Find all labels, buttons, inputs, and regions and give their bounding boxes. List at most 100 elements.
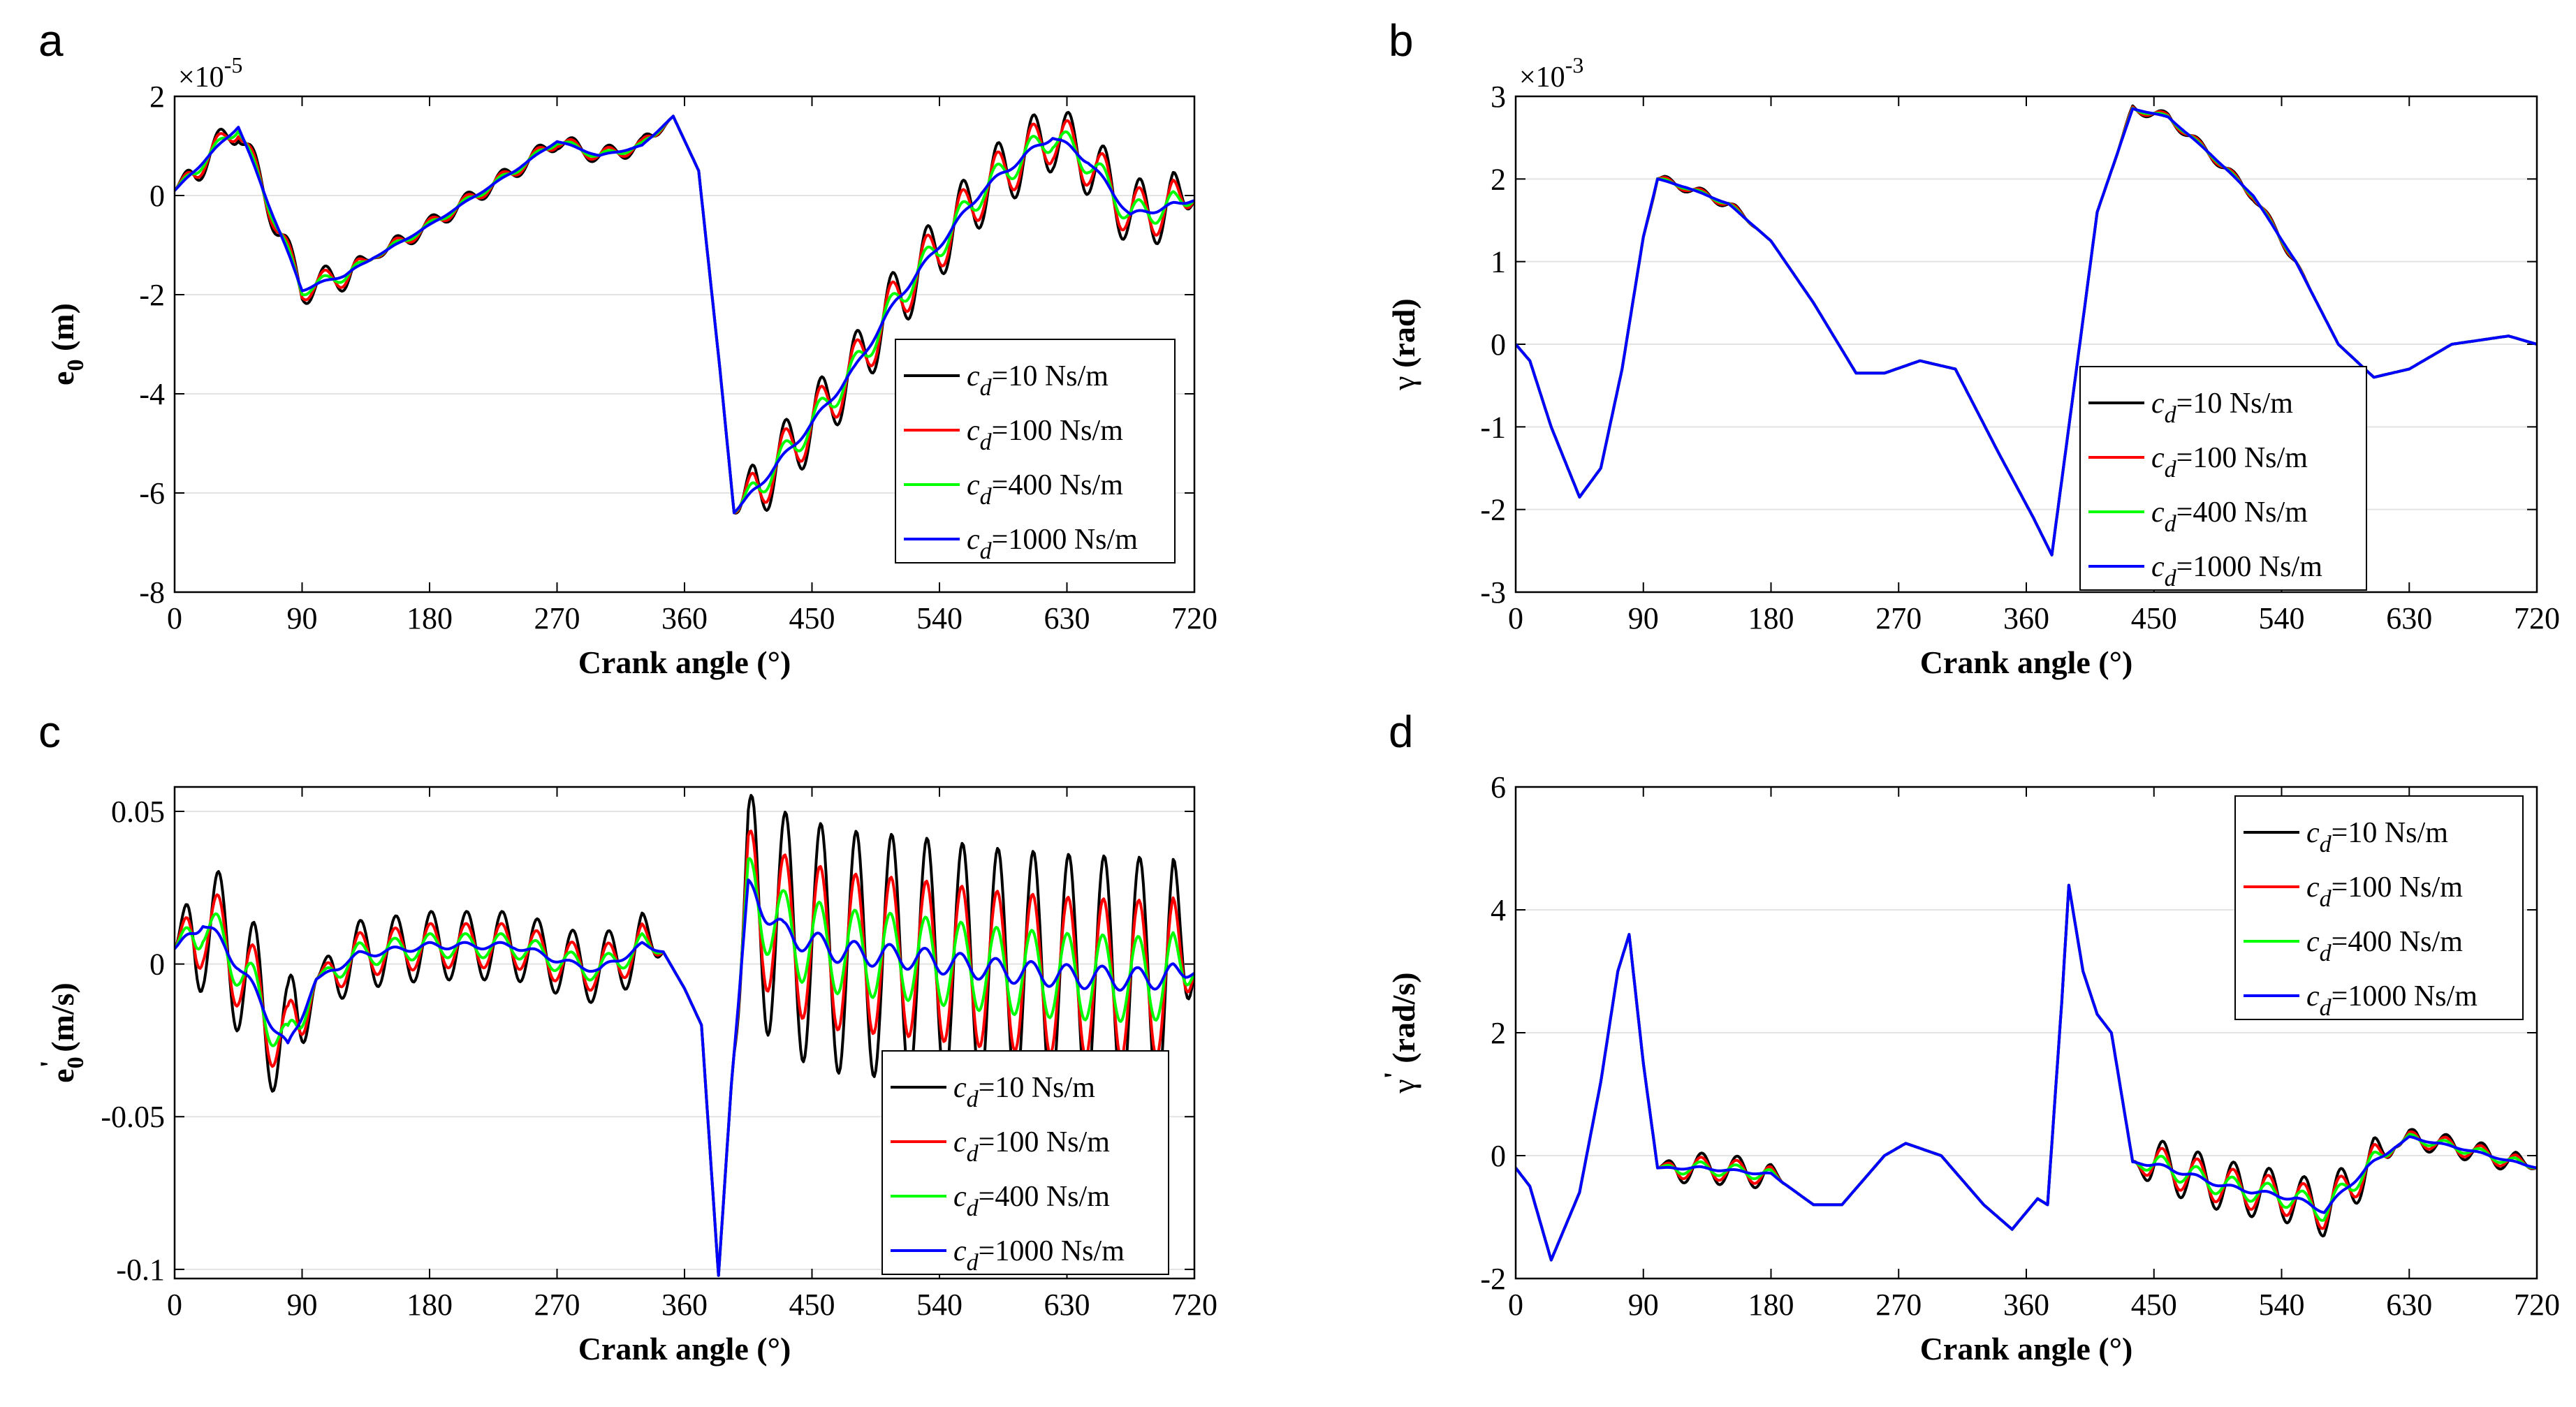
axes-frame [1514,95,2538,594]
legend-symbol: c [953,1126,967,1158]
ytick-label: 0 [149,179,165,213]
xtick-label: 360 [661,601,708,635]
legend-entry-1: cd=100 Ns/m [2151,442,2308,482]
ytick-label: -3 [1480,575,1506,610]
series-group [1516,883,2537,1262]
legend-value: =100 Ns/m [992,415,1124,447]
ylabel-symbol: γ [1386,1079,1421,1093]
legend: cd=10 Ns/mcd=100 Ns/mcd=400 Ns/mcd=1000 … [2079,366,2367,591]
ytick-label: 4 [1491,893,1506,927]
ylabel-unit: (rad) [1386,298,1421,376]
legend-value: =1000 Ns/m [2332,980,2478,1012]
legend-entry-3: cd=1000 Ns/m [953,1235,1125,1276]
legend-symbol: c [2306,871,2320,904]
xtick-label: 360 [2003,1288,2049,1322]
legend-subscript: d [967,1250,979,1276]
legend-entry-2: cd=400 Ns/m [967,469,1123,510]
legend-entry-0: cd=10 Ns/m [2306,817,2448,857]
series-line-3 [175,115,1194,515]
xtick-label: 630 [1044,601,1090,635]
legend-symbol: c [2151,442,2165,474]
legend-subscript: d [2165,457,2177,482]
legend-symbol: c [2306,817,2320,849]
legend-symbol: c [953,1072,967,1104]
legend-value: =10 Ns/m [2332,817,2449,849]
panel-letter: d [1389,707,1414,757]
xtick-label: 720 [1171,1288,1217,1322]
legend-entry-1: cd=100 Ns/m [967,415,1123,455]
legend-value: =1000 Ns/m [979,1235,1125,1267]
xtick-label: 540 [2259,1288,2305,1322]
ytick-label: 0 [1491,327,1506,362]
xtick-label: 180 [1748,601,1794,635]
xtick-label: 90 [1628,601,1659,635]
xtick-label: 630 [1044,1288,1090,1322]
xtick-label: 270 [534,1288,580,1322]
legend-entry-2: cd=400 Ns/m [2306,926,2463,966]
legend-entry-2: cd=400 Ns/m [2151,496,2308,537]
xtick-label: 180 [1748,1288,1794,1322]
legend-value: =400 Ns/m [992,469,1124,501]
ytick-label: 3 [1491,80,1506,114]
legend-symbol: c [2151,388,2165,420]
xtick-label: 450 [2131,1288,2177,1322]
legend-entry-1: cd=100 Ns/m [953,1126,1110,1167]
ylabel-symbol: γ [1386,376,1421,390]
ytick-label: 2 [1491,162,1506,196]
legend-symbol: c [2151,496,2165,529]
chart-panel-c: c -0.1 -0.05 0 0.05 0 90 180 270 360 450 540 630 720 C… [34,707,1217,1367]
ylabel-prime: ' [1378,1071,1410,1079]
exponent-base: ×10 [178,61,224,94]
legend-value: =100 Ns/m [2332,871,2464,904]
legend-entry-3: cd=1000 Ns/m [967,524,1138,564]
legend-subscript: d [2320,886,2332,912]
xtick-label: 90 [287,1288,318,1322]
ytick-label: -0.05 [101,1100,165,1134]
legend-subscript: d [2165,402,2177,428]
ytick-label: 2 [149,80,165,114]
legend-value: =10 Ns/m [979,1072,1096,1104]
legend-subscript: d [967,1195,979,1221]
legend-subscript: d [967,1086,979,1112]
xtick-label: 630 [2386,601,2432,635]
y-axis-label: γ' (rad/s) [1378,972,1421,1093]
xtick-label: 270 [534,601,580,635]
xtick-label: 450 [2131,601,2177,635]
xtick-label: 360 [2003,601,2049,635]
ylabel-symbol: e [45,1068,80,1082]
legend-subscript: d [2165,566,2177,591]
legend-symbol: c [967,415,980,447]
legend-value: =400 Ns/m [2332,926,2464,958]
xtick-label: 90 [1628,1288,1659,1322]
series-group [175,110,1194,515]
legend-entry-0: cd=10 Ns/m [953,1072,1095,1112]
legend-value: =100 Ns/m [2176,442,2308,474]
ytick-label: 0.05 [111,795,165,829]
legend-subscript: d [980,484,993,510]
legend-value: =10 Ns/m [2176,388,2294,420]
legend-subscript: d [2165,511,2177,537]
ylabel-unit: (rad/s) [1386,972,1421,1071]
ylabel-unit: (m) [45,303,80,359]
xtick-label: 450 [789,1288,835,1322]
legend-symbol: c [967,469,980,501]
xtick-label: 180 [407,1288,453,1322]
xtick-label: 270 [1875,601,1922,635]
xtick-label: 0 [167,1288,182,1322]
exponent-power: -5 [224,52,243,78]
legend-entry-3: cd=1000 Ns/m [2151,551,2322,591]
legend: cd=10 Ns/mcd=100 Ns/mcd=400 Ns/mcd=1000 … [2234,795,2524,1021]
ylabel-subscript: 0 [63,360,89,371]
legend-subscript: d [980,375,993,401]
legend: cd=10 Ns/mcd=100 Ns/mcd=400 Ns/mcd=1000 … [881,1050,1169,1276]
legend-value: =400 Ns/m [979,1181,1111,1213]
legend-entry-2: cd=400 Ns/m [953,1181,1110,1221]
x-axis-label: Crank angle (°) [578,1331,791,1367]
xtick-label: 270 [1875,1288,1922,1322]
legend: cd=10 Ns/mcd=100 Ns/mcd=400 Ns/mcd=1000 … [895,339,1176,564]
ytick-label: -6 [139,476,165,510]
ytick-label: -0.1 [116,1253,165,1287]
y-axis-label: γ (rad) [1386,298,1421,390]
